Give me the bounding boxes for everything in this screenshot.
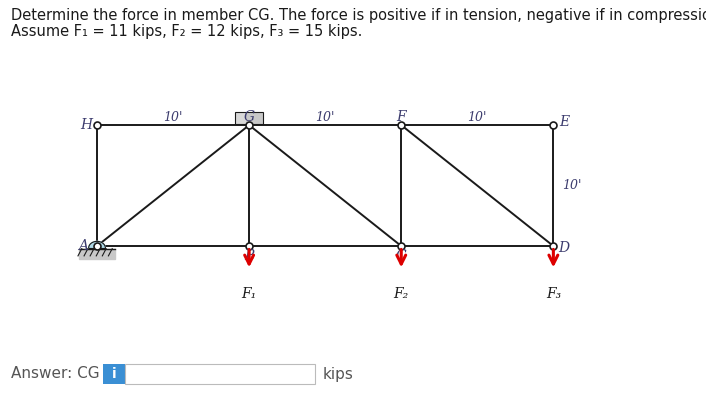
Text: F₃: F₃: [546, 287, 561, 301]
Text: C: C: [396, 249, 407, 263]
Polygon shape: [79, 249, 115, 259]
Text: 10': 10': [467, 111, 487, 124]
Text: B: B: [244, 249, 254, 263]
Text: F₁: F₁: [241, 287, 257, 301]
Text: A: A: [78, 239, 88, 253]
Text: 10': 10': [163, 111, 183, 124]
Polygon shape: [89, 242, 105, 248]
Text: i: i: [112, 367, 116, 381]
Text: Assume F₁ = 11 kips, F₂ = 12 kips, F₃ = 15 kips.: Assume F₁ = 11 kips, F₂ = 12 kips, F₃ = …: [11, 24, 362, 39]
Bar: [103, 364, 125, 384]
Bar: [235, 112, 263, 124]
Bar: [235, 112, 263, 124]
Text: G: G: [244, 110, 255, 124]
Text: E: E: [559, 114, 569, 129]
Text: F₂: F₂: [394, 287, 409, 301]
Text: Answer: CG =: Answer: CG =: [11, 367, 117, 381]
Bar: [125, 364, 315, 384]
Text: 10': 10': [316, 111, 335, 124]
Text: F: F: [397, 110, 406, 124]
Text: D: D: [558, 242, 570, 255]
Text: Determine the force in member CG. The force is positive if in tension, negative : Determine the force in member CG. The fo…: [11, 8, 706, 23]
Text: 10': 10': [562, 179, 581, 192]
Text: H: H: [80, 118, 92, 132]
Text: kips: kips: [323, 367, 354, 381]
Bar: [235, 112, 246, 124]
